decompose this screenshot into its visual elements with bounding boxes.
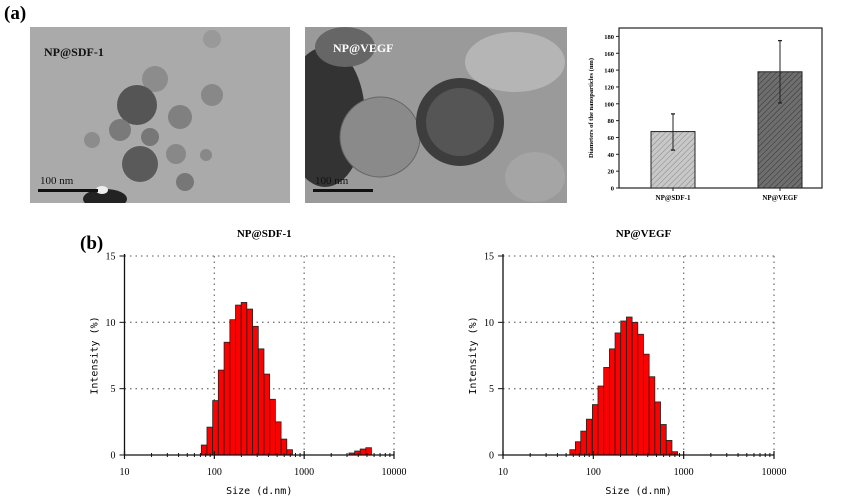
y-axis-label: Diameters of the nanoparticles (nm) bbox=[588, 58, 595, 158]
histogram-bar bbox=[648, 376, 656, 456]
scale-label-vegf: 100 nm bbox=[315, 175, 349, 187]
y-tick-label: 0 bbox=[489, 451, 494, 462]
y-tick-label: 20 bbox=[608, 169, 615, 176]
y-tick-label: 10 bbox=[106, 318, 116, 329]
scale-label-sdf1: 100 nm bbox=[40, 175, 74, 187]
y-tick-label: 15 bbox=[484, 252, 494, 263]
scale-bar-vegf bbox=[313, 189, 373, 192]
y-tick-label: 40 bbox=[608, 152, 615, 159]
histogram-bar bbox=[609, 348, 616, 456]
x-tick-label: 1000 bbox=[294, 467, 314, 478]
histogram-bar bbox=[660, 424, 667, 456]
x-tick-label: 10 bbox=[498, 467, 508, 478]
tem-micrograph-vegf bbox=[305, 27, 567, 203]
x-tick-label: NP@SDF-1 bbox=[656, 194, 691, 202]
y-tick-label: 120 bbox=[604, 84, 614, 91]
histogram-bar bbox=[603, 367, 610, 456]
histogram-bar bbox=[269, 398, 276, 456]
histogram-bar bbox=[665, 440, 673, 456]
histogram-bar bbox=[631, 321, 639, 456]
y-tick-label: 0 bbox=[111, 451, 116, 462]
histogram-bar bbox=[359, 448, 367, 456]
histogram-bar bbox=[637, 333, 644, 456]
histogram-bar bbox=[597, 385, 605, 456]
histogram-bar bbox=[252, 325, 259, 456]
y-tick-label: 100 bbox=[604, 101, 614, 108]
histogram-bar bbox=[235, 304, 242, 456]
y-tick-label: 180 bbox=[604, 34, 614, 41]
histogram-bar bbox=[263, 373, 271, 456]
chart-title: NP@SDF-1 bbox=[237, 228, 292, 240]
y-axis-label: Intensity (%) bbox=[90, 316, 101, 394]
histogram-bar bbox=[580, 430, 587, 456]
histogram-bar bbox=[246, 308, 253, 456]
x-tick-label: 100 bbox=[207, 467, 222, 478]
histogram-bar bbox=[620, 320, 627, 456]
x-tick-label: 10000 bbox=[762, 467, 787, 478]
x-tick-label: 100 bbox=[586, 467, 601, 478]
histogram-bar bbox=[654, 401, 661, 456]
y-tick-label: 80 bbox=[608, 118, 615, 125]
histogram-bar bbox=[574, 441, 582, 456]
histogram-bar bbox=[569, 449, 576, 456]
y-tick-label: 5 bbox=[489, 384, 494, 395]
y-tick-label: 15 bbox=[106, 252, 116, 263]
y-tick-label: 140 bbox=[604, 68, 614, 75]
x-tick-label: 10 bbox=[120, 467, 130, 478]
y-tick-label: 10 bbox=[484, 318, 494, 329]
y-axis-label: Intensity (%) bbox=[468, 316, 479, 394]
x-axis-label: Size (d.nm) bbox=[226, 486, 292, 497]
x-tick-label: 10000 bbox=[382, 467, 407, 478]
y-tick-label: 60 bbox=[608, 135, 615, 142]
chart-title: NP@VEGF bbox=[616, 228, 672, 240]
histogram-bar bbox=[286, 449, 293, 456]
tem-micrograph-sdf1 bbox=[30, 27, 290, 203]
histogram-bar bbox=[212, 400, 219, 456]
histogram-bar bbox=[275, 421, 282, 456]
scale-bar-sdf1 bbox=[38, 189, 98, 192]
histogram-bar bbox=[229, 319, 236, 456]
histogram-bar bbox=[240, 302, 248, 456]
x-tick-label: NP@VEGF bbox=[762, 194, 797, 202]
histogram-bar bbox=[206, 426, 213, 456]
histogram-bar bbox=[280, 438, 288, 456]
histogram-bar bbox=[223, 341, 231, 456]
tem-label-sdf1: NP@SDF-1 bbox=[44, 45, 104, 59]
plot-frame bbox=[618, 27, 823, 189]
tem-image-vegf: NP@VEGF 100 nm bbox=[305, 27, 567, 203]
histogram-bar bbox=[626, 316, 633, 456]
x-tick-label: 1000 bbox=[674, 467, 694, 478]
tem-image-sdf1: NP@SDF-1 100 nm bbox=[30, 27, 290, 203]
histogram-bar bbox=[217, 369, 225, 456]
y-tick-label: 0 bbox=[611, 186, 614, 193]
histogram-bar bbox=[614, 332, 622, 456]
histogram-bar bbox=[257, 348, 265, 456]
panel-b-label: (b) bbox=[80, 233, 104, 254]
histogram-bar bbox=[643, 353, 650, 456]
x-axis-label: Size (d.nm) bbox=[605, 486, 671, 497]
histogram-bar bbox=[592, 404, 599, 456]
histogram-bar bbox=[585, 418, 593, 456]
tem-label-vegf: NP@VEGF bbox=[333, 41, 394, 55]
y-tick-label: 5 bbox=[111, 384, 116, 395]
panel-a-label: (a) bbox=[4, 3, 27, 24]
y-tick-label: 160 bbox=[604, 51, 614, 58]
